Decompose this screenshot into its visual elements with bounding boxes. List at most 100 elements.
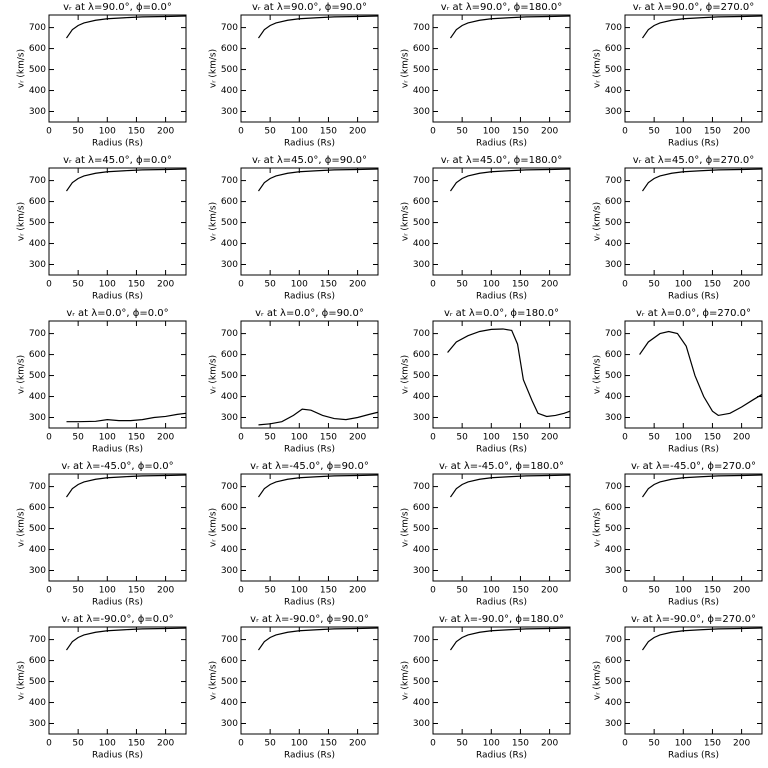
- y-tick-label: 700: [413, 482, 430, 492]
- data-line: [641, 15, 763, 39]
- y-tick-label: 600: [413, 656, 430, 666]
- x-tick-label: 150: [128, 127, 145, 137]
- y-tick-label: 300: [413, 719, 430, 729]
- chart-title: vᵣ at λ=45.0°, ϕ=180.0°: [441, 155, 562, 166]
- x-tick-label: 200: [541, 127, 558, 137]
- x-tick-label: 0: [46, 433, 52, 443]
- x-tick-label: 150: [704, 433, 721, 443]
- x-axis-label: Radius (Rs): [92, 751, 143, 761]
- y-tick-label: 300: [29, 260, 46, 270]
- x-tick-label: 50: [264, 433, 276, 443]
- data-line: [65, 15, 187, 39]
- y-axis-label: vᵣ (km/s): [17, 661, 27, 700]
- x-tick-label: 50: [456, 127, 468, 137]
- y-axis-label: vᵣ (km/s): [401, 49, 411, 88]
- x-tick-label: 100: [291, 433, 308, 443]
- data-line: [66, 412, 187, 423]
- plot-frame: [48, 14, 187, 123]
- y-tick-label: 500: [221, 524, 238, 534]
- y-tick-label: 500: [413, 218, 430, 228]
- y-tick-label: 500: [29, 677, 46, 687]
- x-tick-label: 200: [733, 433, 750, 443]
- y-tick-label: 300: [605, 413, 622, 423]
- y-tick-label: 700: [221, 176, 238, 186]
- x-tick-label: 200: [541, 739, 558, 749]
- x-tick-label: 150: [704, 739, 721, 749]
- plot-frame: [240, 14, 379, 123]
- data-line: [641, 474, 763, 498]
- x-tick-label: 50: [264, 739, 276, 749]
- x-tick-label: 150: [512, 586, 529, 596]
- x-tick-label: 150: [128, 739, 145, 749]
- x-tick-label: 0: [430, 127, 436, 137]
- x-tick-label: 150: [512, 127, 529, 137]
- y-tick-label: 500: [413, 65, 430, 75]
- x-tick-label: 50: [72, 127, 84, 137]
- x-tick-label: 150: [128, 280, 145, 290]
- data-line: [641, 627, 763, 651]
- y-tick-label: 400: [221, 698, 238, 708]
- plot-frame: [432, 167, 571, 276]
- x-tick-label: 150: [128, 586, 145, 596]
- x-tick-label: 0: [46, 739, 52, 749]
- plot-frame: [624, 167, 763, 276]
- x-tick-label: 150: [704, 280, 721, 290]
- y-tick-label: 300: [221, 719, 238, 729]
- x-tick-label: 100: [675, 586, 692, 596]
- x-tick-label: 150: [512, 739, 529, 749]
- y-tick-label: 600: [413, 44, 430, 54]
- y-tick-label: 500: [605, 65, 622, 75]
- chart-title: vᵣ at λ=90.0°, ϕ=180.0°: [441, 2, 562, 13]
- y-tick-label: 700: [605, 635, 622, 645]
- x-tick-label: 150: [704, 586, 721, 596]
- x-tick-label: 50: [264, 586, 276, 596]
- y-tick-label: 300: [413, 566, 430, 576]
- x-tick-label: 0: [622, 739, 628, 749]
- x-tick-label: 50: [72, 739, 84, 749]
- x-tick-label: 0: [622, 127, 628, 137]
- x-tick-label: 0: [46, 127, 52, 137]
- y-tick-label: 600: [605, 350, 622, 360]
- y-axis-label: vᵣ (km/s): [209, 355, 219, 394]
- y-tick-label: 400: [29, 239, 46, 249]
- data-line: [447, 328, 571, 418]
- x-axis-label: Radius (Rs): [92, 598, 143, 608]
- y-axis-label: vᵣ (km/s): [593, 661, 603, 700]
- chart-title: vᵣ at λ=-45.0°, ϕ=90.0°: [250, 461, 369, 472]
- x-tick-label: 50: [264, 280, 276, 290]
- x-tick-label: 150: [320, 127, 337, 137]
- x-tick-label: 0: [238, 127, 244, 137]
- y-tick-label: 600: [221, 197, 238, 207]
- x-axis-label: Radius (Rs): [668, 139, 719, 149]
- x-tick-label: 200: [541, 433, 558, 443]
- chart-title: vᵣ at λ=-90.0°, ϕ=90.0°: [250, 614, 369, 625]
- y-tick-label: 500: [29, 218, 46, 228]
- y-tick-label: 300: [221, 566, 238, 576]
- y-tick-label: 700: [413, 635, 430, 645]
- plot-frame: [240, 473, 379, 582]
- x-tick-label: 50: [648, 127, 660, 137]
- x-tick-label: 200: [733, 739, 750, 749]
- plot-frame: [624, 320, 763, 429]
- x-tick-label: 100: [291, 739, 308, 749]
- x-tick-label: 0: [238, 280, 244, 290]
- data-line: [639, 330, 763, 417]
- plot-frame: [48, 167, 187, 276]
- y-tick-label: 500: [605, 371, 622, 381]
- y-tick-label: 700: [29, 482, 46, 492]
- x-axis-label: Radius (Rs): [92, 445, 143, 455]
- y-tick-label: 700: [221, 482, 238, 492]
- x-tick-label: 200: [733, 586, 750, 596]
- x-tick-label: 50: [456, 433, 468, 443]
- plot-frame: [432, 626, 571, 735]
- y-axis-label: vᵣ (km/s): [209, 202, 219, 241]
- y-tick-label: 400: [413, 698, 430, 708]
- x-tick-label: 50: [456, 739, 468, 749]
- y-tick-label: 300: [413, 107, 430, 117]
- x-tick-label: 100: [99, 280, 116, 290]
- y-tick-label: 400: [413, 86, 430, 96]
- x-axis-label: Radius (Rs): [668, 445, 719, 455]
- y-tick-label: 600: [413, 503, 430, 513]
- chart-title: vᵣ at λ=0.0°, ϕ=0.0°: [66, 308, 168, 319]
- chart-title: vᵣ at λ=-45.0°, ϕ=270.0°: [631, 461, 756, 472]
